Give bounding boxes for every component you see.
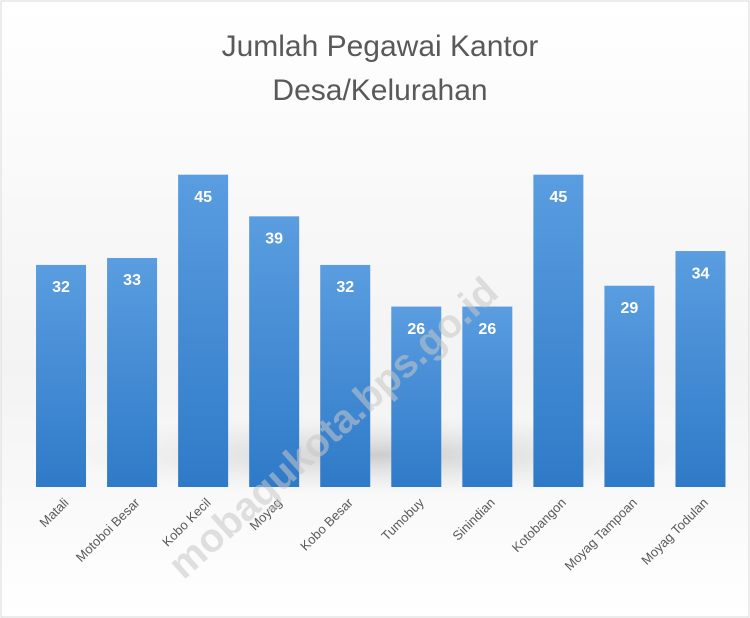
value-label: 26 [478, 321, 496, 338]
value-label: 34 [692, 265, 710, 282]
bar [533, 174, 584, 487]
bar [107, 257, 158, 487]
value-label: 32 [52, 279, 70, 296]
value-label: 29 [621, 300, 639, 317]
value-label: 26 [407, 321, 425, 338]
value-label: 32 [336, 279, 354, 296]
value-label: 39 [265, 231, 283, 248]
bar [320, 264, 371, 487]
bar [604, 285, 655, 487]
value-label: 45 [194, 189, 212, 206]
chart-title: Jumlah Pegawai Kantor [222, 30, 539, 63]
bar [178, 174, 229, 487]
bar [462, 306, 513, 487]
bar [391, 306, 442, 487]
chart-title: Desa/Kelurahan [272, 74, 487, 107]
bar [675, 251, 726, 487]
bar [36, 264, 87, 487]
value-label: 45 [549, 189, 567, 206]
value-label: 33 [123, 272, 141, 289]
bar [249, 216, 300, 487]
